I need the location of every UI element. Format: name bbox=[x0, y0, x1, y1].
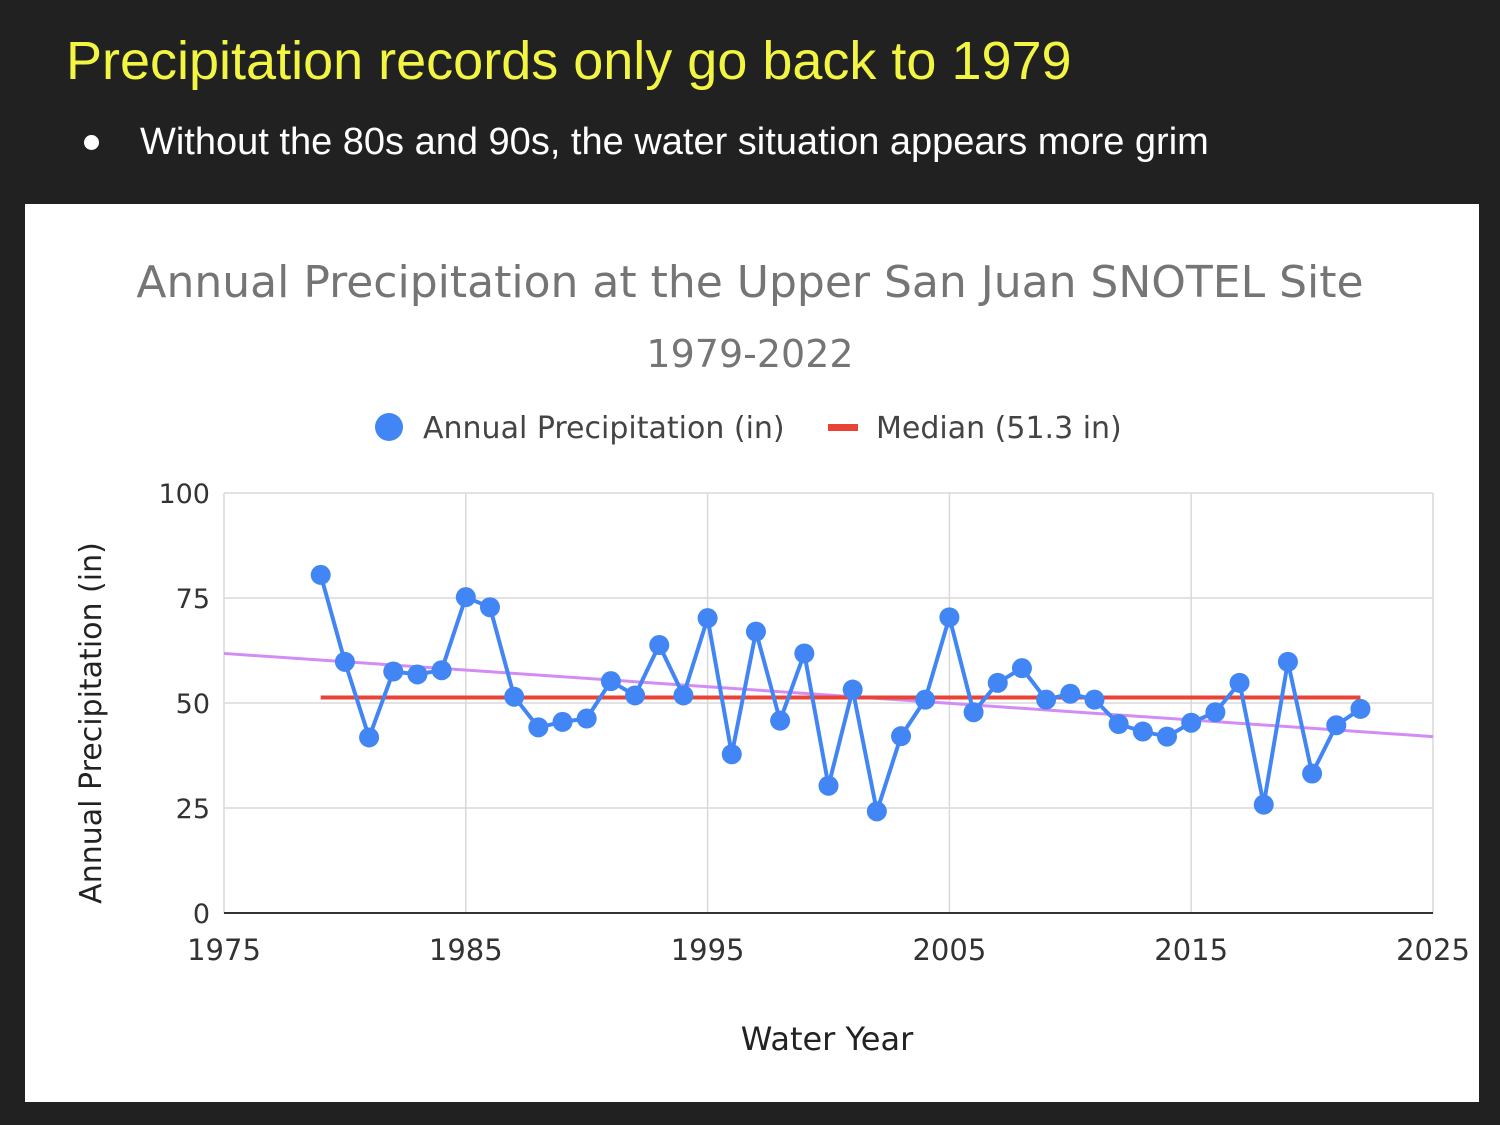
x-tick-label: 2015 bbox=[1154, 933, 1228, 967]
data-point bbox=[310, 564, 331, 585]
data-point bbox=[1132, 721, 1153, 742]
data-point bbox=[407, 664, 428, 685]
y-tick-label: 50 bbox=[176, 689, 210, 720]
data-point bbox=[649, 635, 670, 656]
data-point bbox=[939, 607, 960, 628]
chart-legend: Annual Precipitation (in) Median (51.3 i… bbox=[375, 411, 1122, 446]
data-point bbox=[818, 775, 839, 796]
data-point bbox=[600, 671, 621, 692]
legend-marker-precipitation bbox=[375, 413, 403, 441]
data-point bbox=[431, 660, 452, 681]
y-axis-ticks: 0 25 50 75 100 bbox=[158, 479, 210, 930]
data-point bbox=[987, 672, 1008, 693]
data-point bbox=[697, 608, 718, 629]
data-point bbox=[479, 597, 500, 618]
data-point bbox=[1157, 726, 1178, 747]
data-point bbox=[891, 726, 912, 747]
data-point bbox=[528, 717, 549, 738]
data-point bbox=[1277, 651, 1298, 672]
precipitation-series bbox=[310, 564, 1371, 822]
x-axis-label: Water Year bbox=[741, 1020, 914, 1058]
data-point bbox=[842, 679, 863, 700]
data-point bbox=[1011, 658, 1032, 679]
data-point bbox=[1205, 702, 1226, 723]
x-tick-label: 1975 bbox=[187, 933, 261, 967]
y-tick-label: 0 bbox=[193, 899, 210, 930]
data-point bbox=[770, 710, 791, 731]
bullet-dot-icon bbox=[84, 135, 99, 150]
trendline bbox=[223, 651, 1434, 739]
data-point bbox=[625, 685, 646, 706]
x-tick-label: 2005 bbox=[912, 933, 986, 967]
data-point bbox=[576, 708, 597, 729]
data-point bbox=[673, 685, 694, 706]
legend-label-precipitation: Annual Precipitation (in) bbox=[423, 411, 785, 446]
data-point bbox=[866, 801, 887, 822]
data-point bbox=[1253, 794, 1274, 815]
data-point bbox=[1084, 689, 1105, 710]
chart-subtitle: 1979-2022 bbox=[646, 332, 853, 376]
legend-label-median: Median (51.3 in) bbox=[876, 411, 1122, 446]
data-point bbox=[1108, 714, 1129, 734]
bullet-text: Without the 80s and 90s, the water situa… bbox=[140, 121, 1209, 163]
slide-title: Precipitation records only go back to 19… bbox=[66, 31, 1072, 91]
data-point bbox=[963, 702, 984, 723]
data-point bbox=[745, 621, 766, 642]
data-point bbox=[552, 711, 573, 732]
data-point bbox=[1229, 672, 1250, 693]
data-point bbox=[455, 587, 476, 608]
data-point bbox=[334, 651, 355, 672]
y-tick-label: 75 bbox=[176, 584, 210, 615]
y-tick-label: 25 bbox=[176, 794, 210, 825]
y-axis-label: Annual Precipitation (in) bbox=[74, 542, 109, 904]
data-point bbox=[915, 689, 936, 710]
data-point bbox=[1350, 698, 1371, 719]
precipitation-chart: Annual Precipitation at the Upper San Ju… bbox=[74, 257, 1470, 1058]
data-point bbox=[1181, 712, 1202, 733]
chart-gridlines bbox=[223, 492, 1434, 913]
x-tick-label: 1985 bbox=[429, 933, 503, 967]
data-point bbox=[794, 643, 815, 664]
data-point bbox=[504, 686, 525, 707]
x-tick-label: 1995 bbox=[671, 933, 745, 967]
trendline-segment bbox=[223, 651, 1434, 739]
x-tick-label: 2025 bbox=[1396, 933, 1470, 967]
data-point bbox=[1302, 763, 1323, 784]
data-point bbox=[1326, 715, 1347, 736]
data-point bbox=[359, 727, 380, 748]
series-line bbox=[318, 574, 1362, 814]
data-point bbox=[1060, 683, 1081, 704]
chart-title: Annual Precipitation at the Upper San Ju… bbox=[136, 257, 1363, 308]
legend-marker-median bbox=[828, 424, 858, 431]
y-tick-label: 100 bbox=[158, 479, 210, 510]
data-point bbox=[1036, 689, 1057, 710]
data-point bbox=[383, 661, 404, 682]
x-axis-ticks: 1975 1985 1995 2005 2015 2025 bbox=[187, 933, 1470, 967]
data-point bbox=[721, 744, 742, 765]
chart-card: Annual Precipitation at the Upper San Ju… bbox=[25, 204, 1479, 1102]
